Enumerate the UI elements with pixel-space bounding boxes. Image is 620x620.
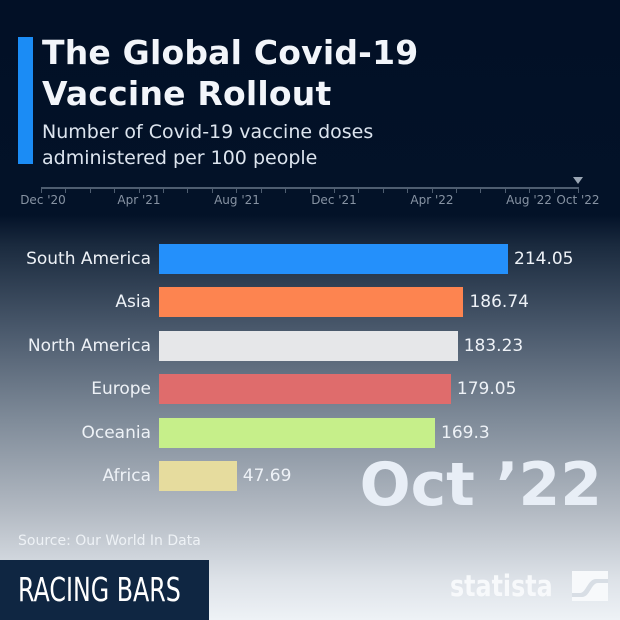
timeline-tick	[407, 187, 409, 193]
bar-category-label: North America	[27, 336, 151, 356]
bar-row: Oceania 169.3	[0, 418, 620, 448]
bar-row: South America 214.05	[0, 244, 620, 274]
title-line-2: Vaccine Rollout	[42, 74, 332, 113]
timeline-label: Aug '21	[214, 193, 260, 207]
timeline-tick	[114, 187, 116, 193]
bar	[159, 418, 436, 448]
timeline-tick	[333, 187, 335, 193]
chart-subtitle: Number of Covid-19 vaccine doses adminis…	[42, 119, 373, 171]
timeline-tick	[138, 187, 140, 193]
timeline-tick	[553, 187, 555, 193]
timeline-tick	[431, 187, 433, 193]
bar-category-label: Africa	[102, 466, 152, 486]
title-accent-bar	[18, 37, 33, 164]
bar	[159, 287, 464, 317]
bar	[159, 244, 508, 274]
racing-bars-badge: RACING BARS	[0, 560, 209, 620]
timeline-tick	[358, 187, 360, 193]
bar-category-label: South America	[26, 249, 151, 269]
timeline-position-marker-icon	[573, 177, 583, 184]
timeline-tick	[382, 187, 384, 193]
timeline-tick	[504, 187, 506, 193]
timeline-tick	[41, 187, 42, 193]
timeline-tick	[65, 187, 67, 193]
timeline: Dec '20 Apr '21 Aug '21 Dec '21 Apr '22 Aug '…	[0, 170, 620, 215]
timeline-tick	[480, 187, 482, 193]
bar-value-label: 186.74	[469, 292, 529, 312]
bar-row: Asia 186.74	[0, 287, 620, 317]
bar-category-label: Asia	[115, 292, 151, 312]
bar-value-label: 169.3	[441, 423, 490, 443]
timeline-tick	[236, 187, 238, 193]
subtitle-line-1: Number of Covid-19 vaccine doses	[42, 121, 374, 143]
timeline-tick	[455, 187, 457, 193]
timeline-label: Apr '22	[410, 193, 454, 207]
timeline-label: Dec '20	[20, 193, 66, 207]
timeline-tick	[211, 187, 213, 193]
timeline-tick	[89, 187, 91, 193]
timeline-label: Dec '21	[311, 193, 357, 207]
bar-row: Africa 47.69	[0, 461, 620, 491]
chart-title: The Global Covid-19 Vaccine Rollout	[42, 32, 418, 114]
source-note: Source: Our World In Data	[18, 533, 201, 549]
timeline-tick	[285, 187, 287, 193]
timeline-label: Oct '22	[556, 193, 600, 207]
timeline-tick	[529, 187, 531, 193]
subtitle-line-2: administered per 100 people	[42, 147, 318, 169]
current-date-label: Oct ’22	[359, 450, 602, 520]
timeline-tick	[260, 187, 262, 193]
statista-logo-text: statista	[450, 569, 553, 603]
bar-row: Europe 179.05	[0, 374, 620, 404]
timeline-tick	[578, 187, 579, 193]
bar	[159, 331, 458, 361]
title-line-1: The Global Covid-19	[42, 33, 419, 72]
bar-row: North America 183.23	[0, 331, 620, 361]
bar	[159, 461, 237, 491]
bar-value-label: 214.05	[514, 249, 574, 269]
bar	[159, 374, 451, 404]
racing-bars-label: RACING BARS	[18, 570, 181, 609]
timeline-label: Aug '22	[506, 193, 552, 207]
bar-value-label: 179.05	[456, 379, 517, 399]
bar-category-label: Europe	[91, 379, 151, 399]
bar-value-label: 183.23	[463, 336, 524, 356]
bar-value-label: 47.69	[242, 466, 292, 486]
bar-category-label: Oceania	[81, 423, 151, 443]
timeline-tick	[187, 187, 189, 193]
timeline-tick	[309, 187, 311, 193]
statista-logo-icon	[572, 571, 608, 601]
timeline-tick	[163, 187, 165, 193]
timeline-label: Apr '21	[117, 193, 161, 207]
